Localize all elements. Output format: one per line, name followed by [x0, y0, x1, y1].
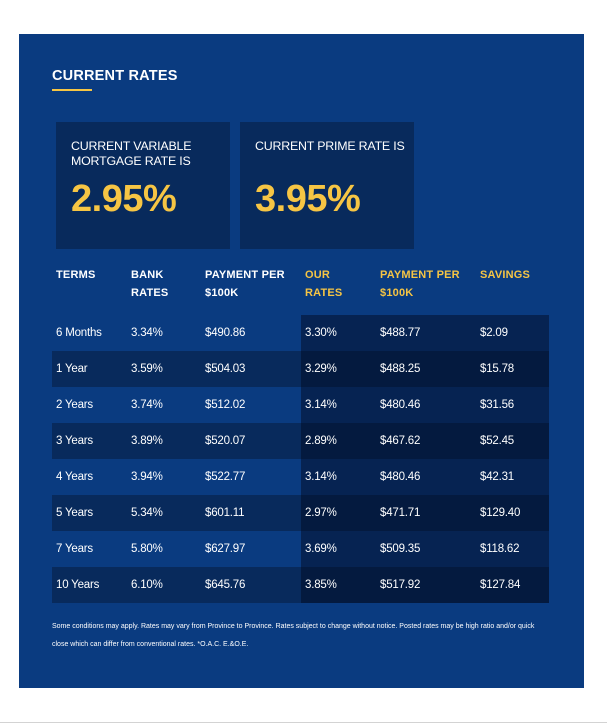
section-title: CURRENT RATES — [52, 68, 178, 84]
variable-rate-label: CURRENT VARIABLE MORTGAGE RATE IS — [71, 139, 192, 168]
bank-payment-cell: $512.02 — [205, 399, 246, 411]
table-row: 4 Years 3.94% $522.77 3.14% $480.46 $42.… — [52, 459, 549, 495]
bank-rate-cell: 3.89% — [131, 435, 163, 447]
our-payment-cell: $488.77 — [380, 327, 421, 339]
bank-payment-cell: $504.03 — [205, 363, 246, 375]
current-rates-panel: CURRENT RATES CURRENT VARIABLE MORTGAGE … — [19, 34, 584, 688]
prime-rate-value: 3.95% — [255, 178, 361, 220]
our-rate-cell: 3.14% — [305, 471, 337, 483]
rates-table-header: TERMS BANK RATES PAYMENT PER $100K OUR R… — [19, 266, 584, 310]
our-rate-cell: 3.69% — [305, 543, 337, 555]
our-payment-cell: $480.46 — [380, 471, 421, 483]
bank-rate-cell: 3.59% — [131, 363, 163, 375]
savings-cell: $52.45 — [480, 435, 514, 447]
header-savings: SAVINGS — [480, 269, 531, 281]
bank-payment-cell: $601.11 — [205, 507, 245, 519]
our-payment-cell: $471.71 — [380, 507, 421, 519]
table-row: 1 Year 3.59% $504.03 3.29% $488.25 $15.7… — [52, 351, 549, 387]
our-rate-cell: 3.14% — [305, 399, 337, 411]
our-rate-cell: 2.97% — [305, 507, 337, 519]
savings-cell: $118.62 — [480, 543, 520, 555]
header-our-payment: PAYMENT PER $100K — [380, 269, 460, 299]
savings-cell: $127.84 — [480, 579, 521, 591]
rates-table-body: 6 Months 3.34% $490.86 3.30% $488.77 $2.… — [52, 315, 549, 603]
table-row: 6 Months 3.34% $490.86 3.30% $488.77 $2.… — [52, 315, 549, 351]
our-payment-cell: $480.46 — [380, 399, 421, 411]
our-payment-cell: $517.92 — [380, 579, 421, 591]
term-cell: 6 Months — [56, 327, 102, 339]
our-rate-cell: 3.30% — [305, 327, 337, 339]
our-rate-cell: 3.85% — [305, 579, 337, 591]
savings-cell: $129.40 — [480, 507, 521, 519]
bank-rate-cell: 3.34% — [131, 327, 163, 339]
bank-rate-cell: 5.34% — [131, 507, 163, 519]
bank-rate-cell: 3.94% — [131, 471, 163, 483]
our-payment-cell: $509.35 — [380, 543, 421, 555]
our-rate-cell: 2.89% — [305, 435, 337, 447]
our-payment-cell: $488.25 — [380, 363, 421, 375]
term-cell: 7 Years — [56, 543, 93, 555]
our-payment-cell: $467.62 — [380, 435, 421, 447]
bank-rate-cell: 5.80% — [131, 543, 163, 555]
table-row: 10 Years 6.10% $645.76 3.85% $517.92 $12… — [52, 567, 549, 603]
header-terms: TERMS — [56, 269, 96, 281]
savings-cell: $31.56 — [480, 399, 514, 411]
variable-rate-value: 2.95% — [71, 178, 177, 220]
bank-payment-cell: $490.86 — [205, 327, 246, 339]
term-cell: 10 Years — [56, 579, 100, 591]
bank-rate-cell: 3.74% — [131, 399, 163, 411]
our-rate-cell: 3.29% — [305, 363, 337, 375]
savings-cell: $42.31 — [480, 471, 514, 483]
header-bank-rates: BANK RATES — [131, 269, 169, 299]
disclaimer-text: Some conditions may apply. Rates may var… — [52, 623, 535, 648]
bank-payment-cell: $522.77 — [205, 471, 246, 483]
savings-cell: $15.78 — [480, 363, 514, 375]
prime-rate-label: CURRENT PRIME RATE IS — [255, 139, 405, 153]
bank-payment-cell: $627.97 — [205, 543, 246, 555]
savings-cell: $2.09 — [480, 327, 508, 339]
page-divider — [0, 722, 607, 723]
term-cell: 3 Years — [56, 435, 93, 447]
prime-rate-card: CURRENT PRIME RATE IS 3.95% — [240, 122, 414, 249]
term-cell: 5 Years — [56, 507, 93, 519]
table-row: 7 Years 5.80% $627.97 3.69% $509.35 $118… — [52, 531, 549, 567]
table-row: 5 Years 5.34% $601.11 2.97% $471.71 $129… — [52, 495, 549, 531]
table-row: 3 Years 3.89% $520.07 2.89% $467.62 $52.… — [52, 423, 549, 459]
term-cell: 4 Years — [56, 471, 93, 483]
variable-rate-card: CURRENT VARIABLE MORTGAGE RATE IS 2.95% — [56, 122, 230, 249]
bank-payment-cell: $645.76 — [205, 579, 246, 591]
title-underline — [52, 89, 92, 91]
bank-payment-cell: $520.07 — [205, 435, 246, 447]
header-our-rates: OUR RATES — [305, 269, 343, 299]
term-cell: 2 Years — [56, 399, 93, 411]
header-bank-payment: PAYMENT PER $100K — [205, 269, 285, 299]
term-cell: 1 Year — [56, 363, 88, 375]
bank-rate-cell: 6.10% — [131, 579, 163, 591]
table-row: 2 Years 3.74% $512.02 3.14% $480.46 $31.… — [52, 387, 549, 423]
